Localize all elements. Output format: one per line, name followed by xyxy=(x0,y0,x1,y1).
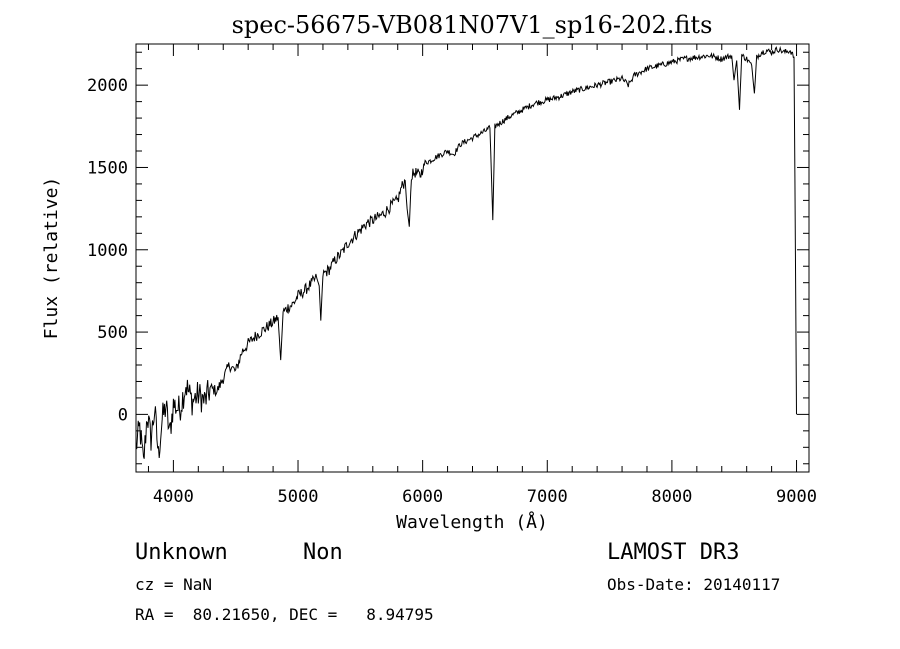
y-axis-label: Flux (relative) xyxy=(41,177,62,340)
x-tick-label: 6000 xyxy=(402,487,443,507)
x-tick-label: 7000 xyxy=(527,487,568,507)
x-tick-label: 9000 xyxy=(776,487,817,507)
plot-frame xyxy=(135,43,810,473)
y-tick-label: 1500 xyxy=(87,158,128,178)
axis-ticks xyxy=(136,44,809,472)
y-tick-label: 0 xyxy=(118,405,128,425)
survey-name: LAMOST DR3 xyxy=(607,540,739,565)
redshift-text: cz = NaN xyxy=(135,575,212,594)
x-tick-label: 4000 xyxy=(153,487,194,507)
obs-date-text: Obs-Date: 20140117 xyxy=(607,575,780,594)
spectrum-line xyxy=(136,45,797,459)
x-axis-label: Wavelength (Å) xyxy=(396,511,548,533)
chart-title: spec-56675-VB081N07V1_sp16-202.fits xyxy=(232,11,713,39)
object-class: Unknown xyxy=(135,540,228,565)
object-subclass: Non xyxy=(303,540,343,565)
y-tick-label: 1000 xyxy=(87,241,128,261)
x-tick-label: 5000 xyxy=(278,487,319,507)
y-tick-label: 2000 xyxy=(87,76,128,96)
y-tick-label: 500 xyxy=(97,323,128,343)
x-tick-label: 8000 xyxy=(651,487,692,507)
coordinates-text: RA = 80.21650, DEC = 8.94795 xyxy=(135,605,434,624)
axis-tick-labels: 4000 5000 6000 7000 8000 9000 0 500 1000 1500 2000 xyxy=(87,76,817,507)
